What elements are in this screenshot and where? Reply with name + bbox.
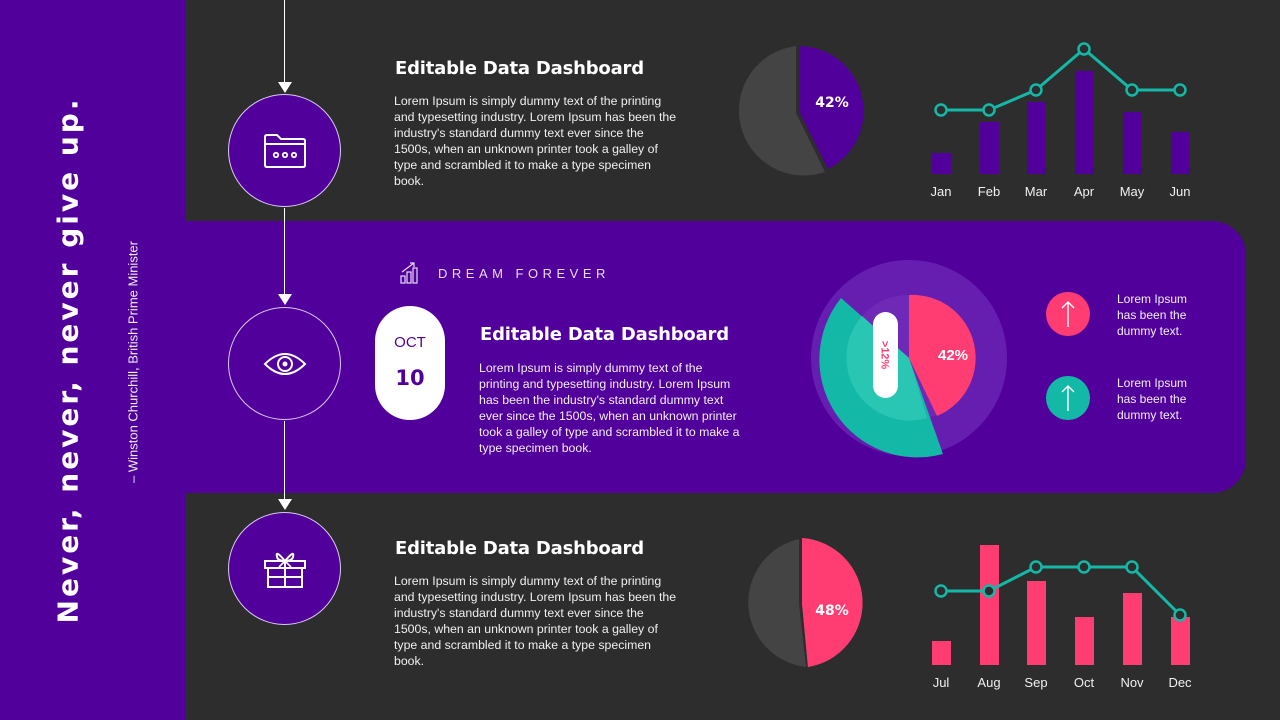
- arrow-up-icon: [1061, 301, 1075, 327]
- timeline-arrow-icon: [278, 294, 292, 305]
- quote-text: Never, never, never give up.: [51, 96, 85, 624]
- sidebar: Never, never, never give up. – Winston C…: [0, 0, 185, 720]
- timeline-node-gift: [228, 512, 341, 625]
- x-axis-label: May: [1119, 184, 1145, 199]
- date-day: 10: [395, 366, 425, 390]
- section2-title: Editable Data Dashboard: [480, 324, 729, 345]
- section1-body: Lorem Ipsum is simply dummy text of the …: [394, 94, 677, 188]
- eye-icon: [263, 352, 306, 375]
- folder-icon: [263, 133, 306, 168]
- timeline-connector: [284, 208, 285, 294]
- donut-label: 42%: [938, 347, 968, 364]
- x-axis-label: Oct: [1073, 675, 1095, 690]
- section2-donut-chart: 42% >12%: [811, 260, 1007, 458]
- section3-pie-chart: 48%: [748, 538, 863, 667]
- timeline-connector: [284, 0, 285, 82]
- growth-chart-icon: [400, 262, 418, 284]
- kicker-text: DREAM FOREVER: [438, 265, 610, 281]
- x-axis-label: Jul: [932, 675, 950, 690]
- date-month: OCT: [394, 334, 426, 351]
- x-axis-label: Nov: [1120, 675, 1144, 690]
- kicker: DREAM FOREVER: [400, 262, 610, 284]
- highlight-band: [185, 221, 1246, 493]
- arrow-up-icon: [1061, 385, 1075, 411]
- section1-title: Editable Data Dashboard: [395, 58, 644, 79]
- section3-body: Lorem Ipsum is simply dummy text of the …: [394, 574, 677, 668]
- x-axis-label: Jun: [1169, 184, 1191, 199]
- timeline-arrow-icon: [278, 499, 292, 510]
- timeline-node-eye: [228, 307, 341, 420]
- x-axis-label: Jan: [930, 184, 952, 199]
- x-axis-label: Dec: [1168, 675, 1192, 690]
- x-axis-label: Aug: [977, 675, 1001, 690]
- donut-pill-label: >12%: [879, 341, 891, 370]
- x-axis-label: Apr: [1073, 184, 1095, 199]
- stat-badge-pink: [1046, 292, 1090, 336]
- x-axis-label: Sep: [1024, 675, 1048, 690]
- section1-pie-label: 42%: [815, 95, 849, 111]
- x-axis-label: Mar: [1024, 184, 1048, 199]
- timeline-arrow-icon: [278, 82, 292, 93]
- section2-body: Lorem Ipsum is simply dummy text of the …: [479, 361, 740, 455]
- stat-text: Lorem Ipsum has been the dummy text.: [1117, 376, 1188, 422]
- stat-badge-teal: [1046, 376, 1090, 420]
- section3-title: Editable Data Dashboard: [395, 538, 644, 559]
- section1-pie-chart: 42%: [738, 46, 864, 176]
- section3-combo-chart: [932, 545, 1190, 665]
- x-axis-label: Feb: [977, 184, 1001, 199]
- gift-icon: [263, 552, 306, 588]
- section1-combo-chart: [932, 42, 1190, 174]
- quote-author: – Winston Churchill, British Prime Minis…: [125, 240, 141, 484]
- stat-text: Lorem Ipsum has been the dummy text.: [1117, 292, 1188, 338]
- date-badge: OCT 10: [375, 306, 445, 420]
- section3-pie-label: 48%: [815, 603, 849, 619]
- timeline-connector: [284, 421, 285, 499]
- timeline-node-folder: [228, 94, 341, 207]
